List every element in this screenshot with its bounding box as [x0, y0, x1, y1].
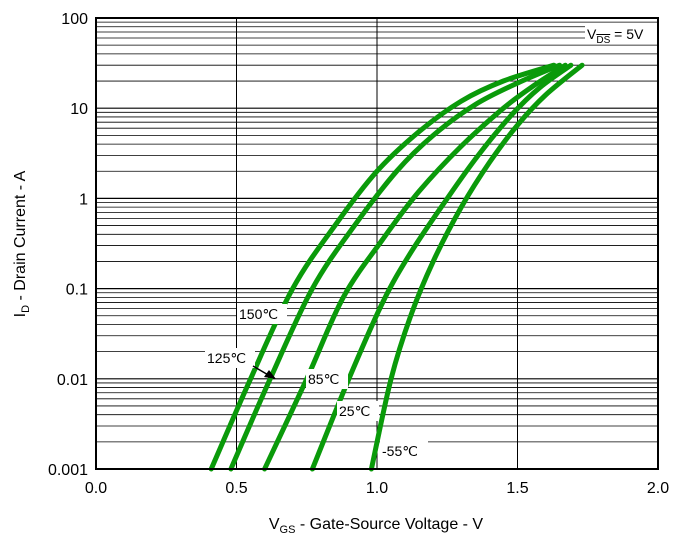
y-tick-label: 1 [79, 191, 88, 208]
x-tick-label: 1.0 [366, 480, 388, 497]
condition-main: V [587, 26, 597, 42]
x-tick-label: 2.0 [647, 480, 669, 497]
curve-label: 125℃ [205, 348, 255, 368]
series-layer [208, 62, 585, 472]
y-tick-label: 0.01 [57, 372, 88, 389]
annotations: 150℃ 125℃ 85℃25℃ -55℃ [205, 304, 428, 461]
y-tick-label: 10 [70, 101, 88, 118]
svg-text:125℃: 125℃ [207, 350, 246, 366]
x-tick-label: 0.0 [85, 480, 107, 497]
series-line [309, 62, 574, 472]
series-line [208, 62, 557, 472]
series-line [262, 62, 568, 472]
x-tick-label: 0.5 [225, 480, 247, 497]
condition-rest: = 5V [610, 26, 644, 42]
curve-label: -55℃ [380, 441, 428, 461]
svg-text:VDS = 5V: VDS = 5V [587, 26, 644, 46]
svg-text:25℃: 25℃ [339, 403, 370, 419]
svg-text:150℃: 150℃ [239, 306, 278, 322]
curve-label-arrow [252, 365, 276, 379]
y-tick-label: 0.001 [48, 462, 88, 479]
svg-text:-55℃: -55℃ [382, 443, 418, 459]
tick-labels: 0.0 0.5 1.0 1.5 2.0 0.001 0.01 0.1 1 10 100 [48, 11, 669, 497]
condition-label: VDS = 5V [585, 24, 657, 46]
condition-sub: DS [596, 35, 610, 46]
y-tick-label: 0.1 [66, 282, 88, 299]
series-line [368, 62, 585, 472]
plot-frame [95, 17, 659, 470]
x-axis-title: VGS - Gate-Source Voltage - V [269, 516, 484, 536]
curve-label: 85℃ [306, 369, 348, 389]
curve-label: 25℃ [337, 401, 379, 421]
y-tick-label: 100 [61, 11, 88, 28]
y-axis-title: ID - Drain Current - A [12, 170, 32, 317]
svg-text:85℃: 85℃ [308, 371, 339, 387]
x-tick-label: 1.5 [506, 480, 528, 497]
series-line [228, 62, 563, 472]
curve-label: 150℃ [237, 304, 287, 324]
